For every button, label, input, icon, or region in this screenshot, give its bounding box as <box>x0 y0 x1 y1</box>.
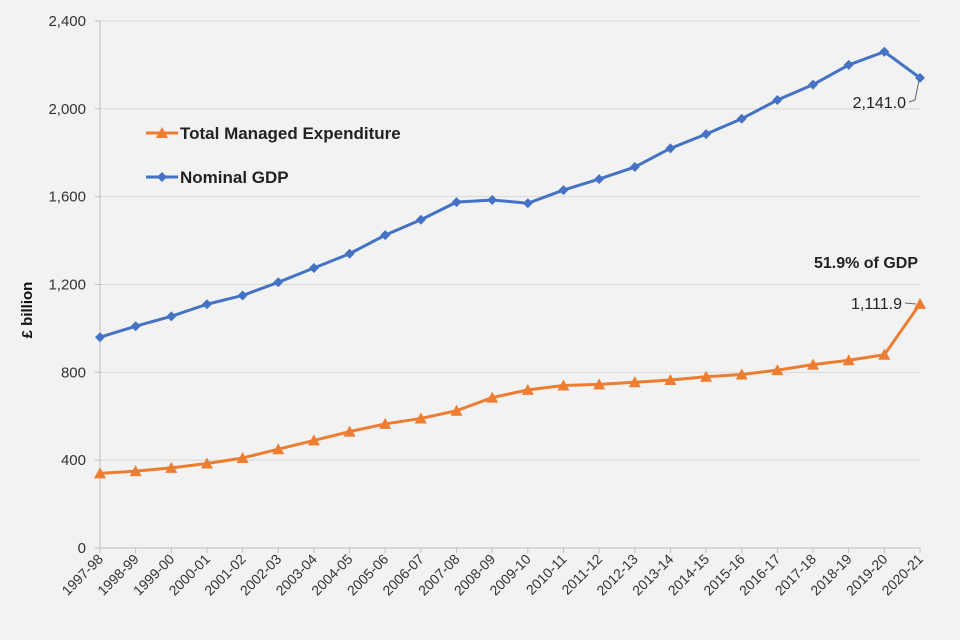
legend-item-tme: Total Managed Expenditure <box>146 124 401 143</box>
y-tick-labels: 0 400 800 1,200 1,600 2,000 2,400 <box>48 13 86 557</box>
data-point-tme <box>557 379 570 391</box>
legend-tme-marker <box>156 127 168 138</box>
data-point-gdp <box>879 46 890 57</box>
data-point-gdp <box>451 197 462 208</box>
data-point-tme <box>700 370 713 382</box>
data-point-tme <box>94 467 106 479</box>
y-tick-label: 0 <box>78 540 86 557</box>
legend-item-gdp: Nominal GDP <box>146 168 289 187</box>
data-point-tme <box>165 461 178 473</box>
data-point-tme <box>414 412 427 424</box>
annotations: 2,141.0 51.9% of GDP 1,111.9 <box>814 79 920 313</box>
data-point-tme <box>664 374 677 386</box>
data-point-gdp <box>772 95 783 106</box>
y-tick-label: 1,200 <box>48 277 86 294</box>
data-point-gdp <box>130 321 141 332</box>
series <box>94 46 926 479</box>
data-point-tme <box>593 378 606 390</box>
data-point-gdp <box>915 72 925 83</box>
y-tick-label: 400 <box>61 452 86 469</box>
data-point-tme <box>878 348 891 360</box>
data-point-gdp <box>808 79 819 90</box>
data-point-tme <box>200 457 213 469</box>
data-point-gdp <box>201 299 212 310</box>
series-line-tme <box>99 302 922 475</box>
data-point-gdp <box>487 194 498 205</box>
data-point-tme <box>129 465 142 477</box>
legend-gdp-marker <box>157 172 167 182</box>
legend-gdp-label: Nominal GDP <box>180 168 289 187</box>
data-point-gdp <box>701 129 712 140</box>
data-point-tme <box>735 368 748 380</box>
data-point-gdp <box>308 263 319 274</box>
y-axis-title: £ billion <box>19 282 36 339</box>
y-tick-label: 1,600 <box>48 189 86 206</box>
series-line-gdp <box>99 50 921 339</box>
data-point-tme <box>842 354 855 366</box>
share-label: 51.9% of GDP <box>814 255 918 272</box>
data-point-gdp <box>380 230 391 241</box>
tme-last-label: 1,111.9 <box>851 296 902 313</box>
y-tick-label: 2,000 <box>48 101 86 118</box>
data-point-gdp <box>629 162 640 173</box>
data-point-tme <box>307 434 320 446</box>
data-point-tme <box>450 404 463 416</box>
gdp-last-label: 2,141.0 <box>853 95 906 112</box>
data-point-tme <box>379 417 392 429</box>
gdp-last-leader <box>908 79 920 103</box>
data-point-gdp <box>273 277 284 288</box>
y-tick-label: 800 <box>61 364 86 381</box>
data-point-gdp <box>594 174 605 185</box>
data-point-tme <box>628 376 641 388</box>
data-point-gdp <box>665 143 676 154</box>
data-point-gdp <box>95 332 105 343</box>
data-point-gdp <box>522 198 533 209</box>
data-point-tme <box>914 297 926 309</box>
data-point-gdp <box>415 214 426 225</box>
data-point-gdp <box>843 59 854 70</box>
data-point-tme <box>236 451 249 463</box>
data-point-tme <box>807 358 820 370</box>
data-point-tme <box>521 383 534 395</box>
data-point-gdp <box>166 311 177 322</box>
tme-last-leader <box>904 302 917 305</box>
data-point-gdp <box>558 185 569 196</box>
data-point-tme <box>771 364 784 376</box>
data-point-tme <box>486 391 499 403</box>
gridlines <box>95 20 920 549</box>
data-point-gdp <box>344 248 355 259</box>
data-point-gdp <box>237 290 248 301</box>
legend-tme-label: Total Managed Expenditure <box>180 124 401 143</box>
data-point-gdp <box>736 113 747 124</box>
axes <box>99 21 920 549</box>
data-point-tme <box>272 443 285 455</box>
y-tick-label: 2,400 <box>48 13 86 30</box>
x-tick-labels: 1997-981998-991999-002000-012001-022002-… <box>58 548 926 598</box>
data-point-tme <box>343 425 356 437</box>
legend: Total Managed Expenditure Nominal GDP <box>146 124 401 187</box>
